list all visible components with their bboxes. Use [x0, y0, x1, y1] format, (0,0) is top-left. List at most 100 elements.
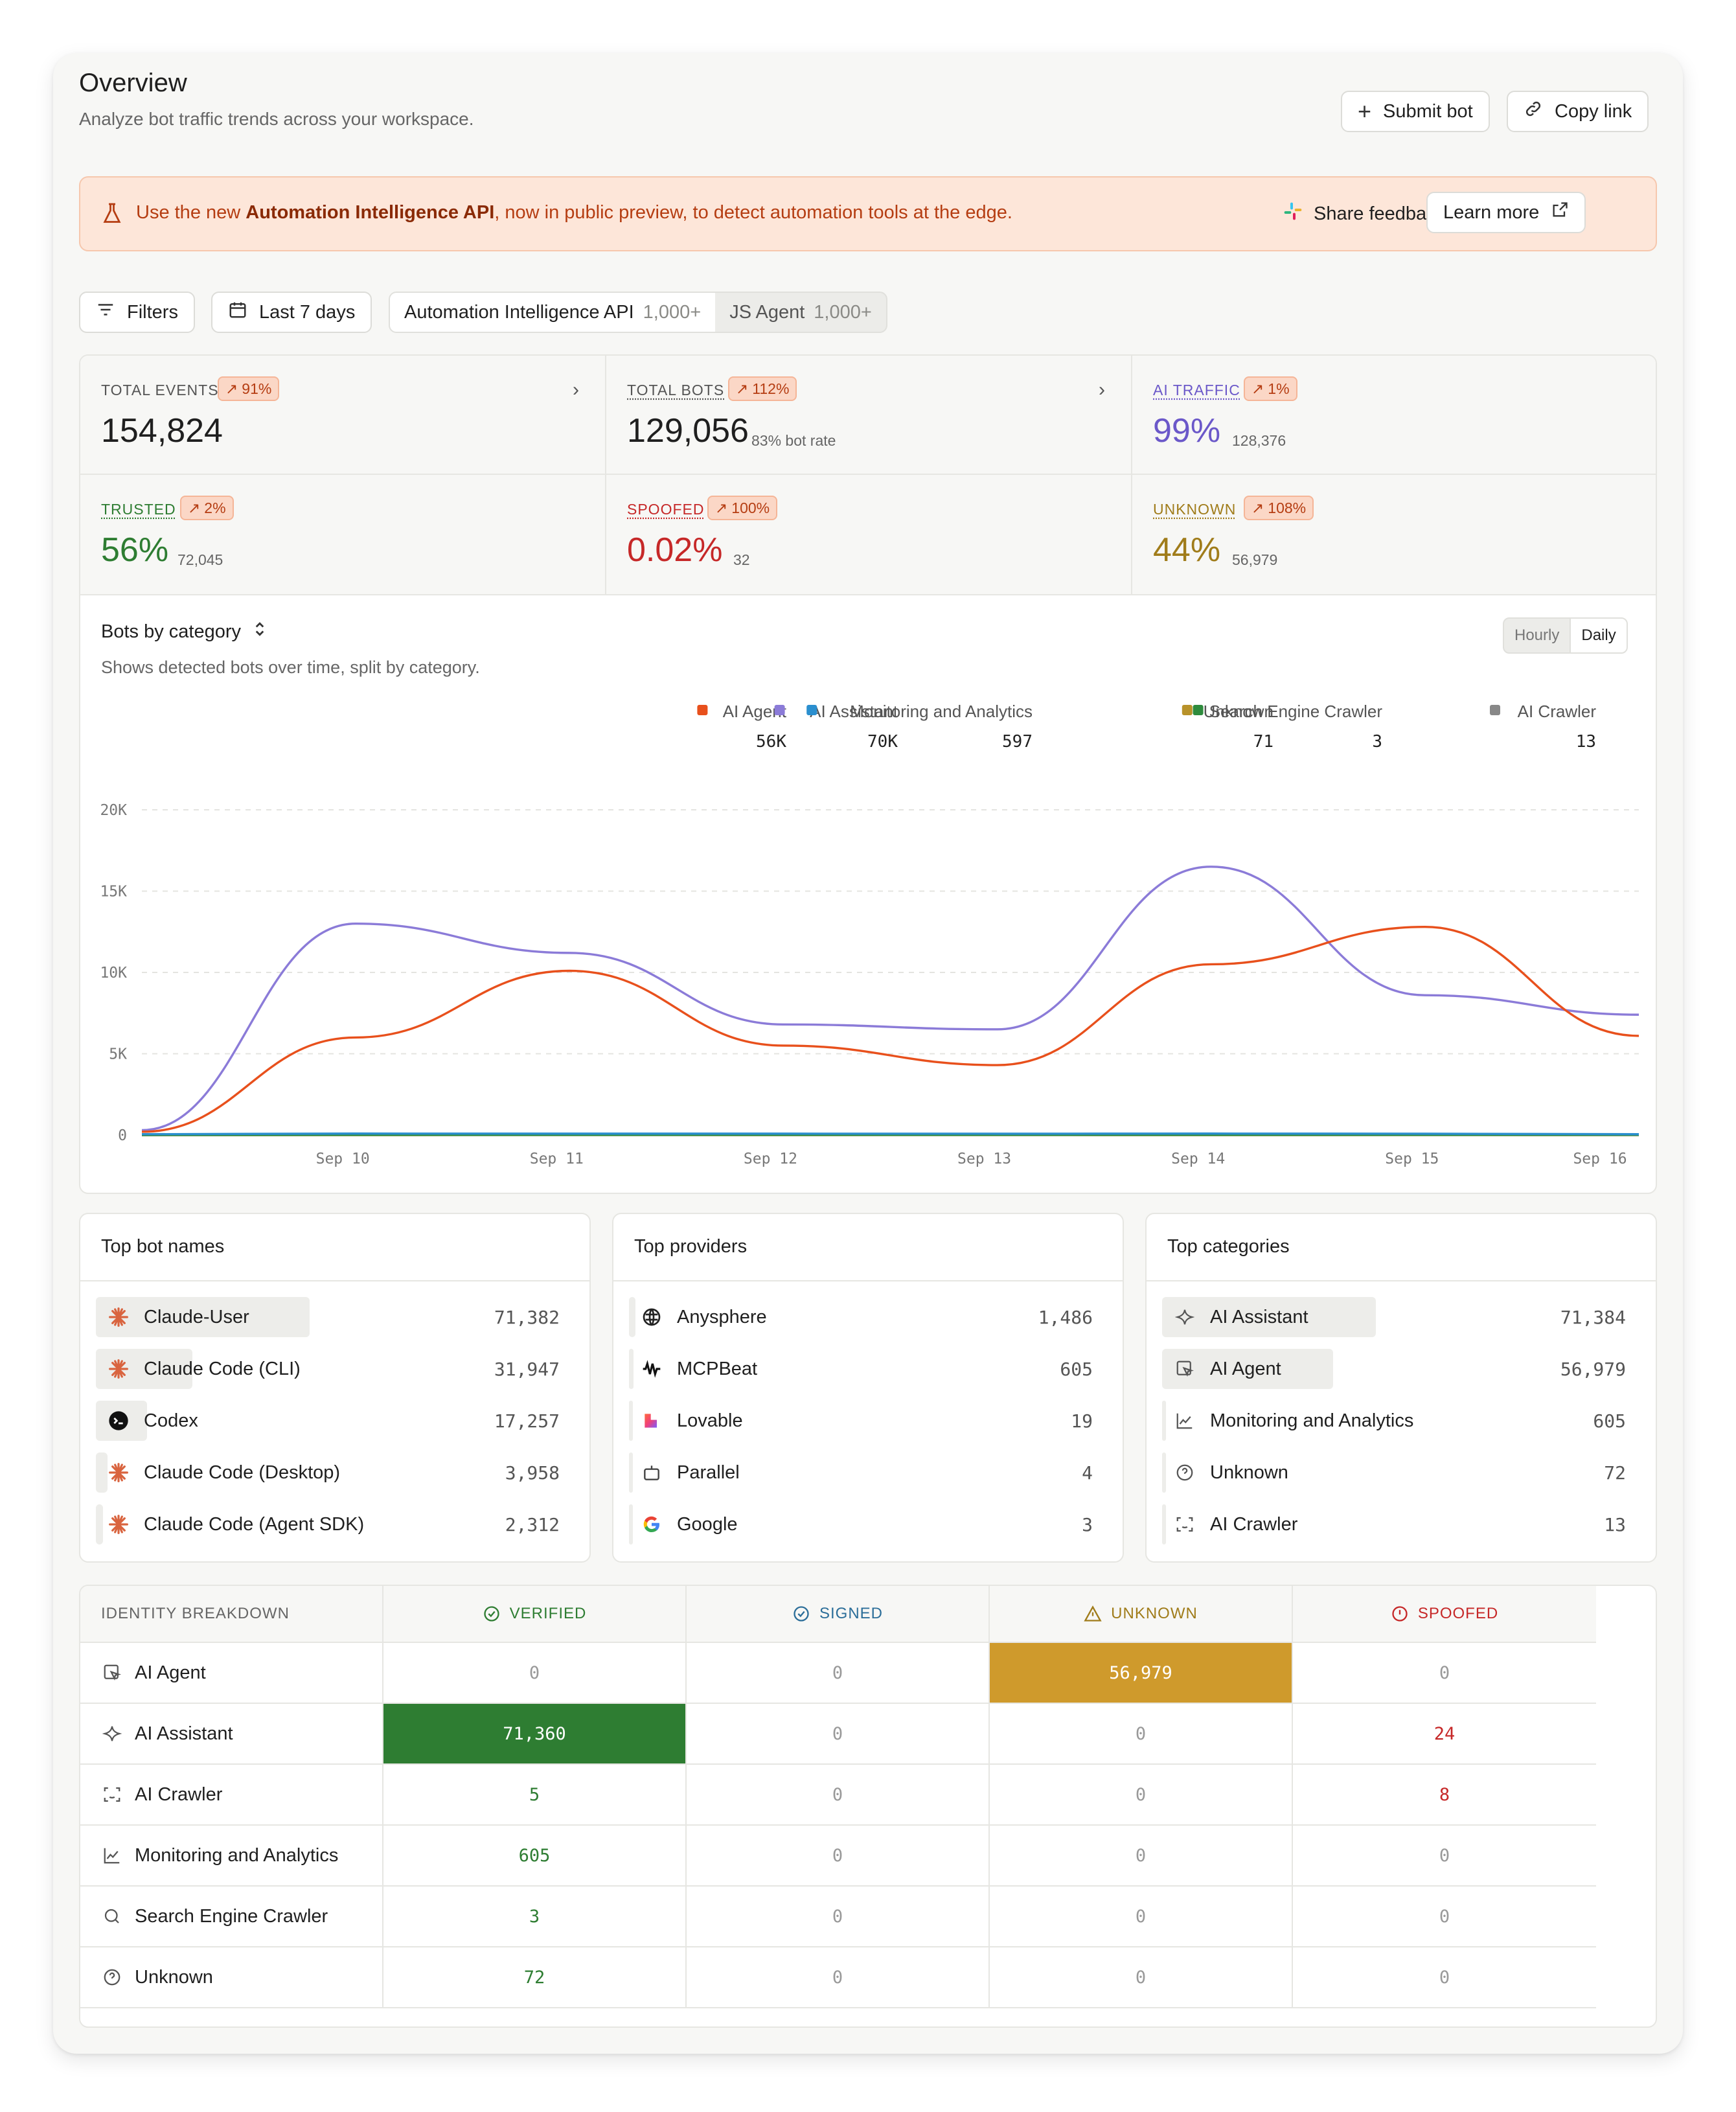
table-row-label: Unknown	[80, 1947, 383, 2008]
flask-icon	[102, 202, 122, 229]
table-cell[interactable]: 0	[687, 1704, 990, 1765]
list-item[interactable]: Anysphere 1,486	[629, 1297, 1107, 1337]
x-tick-label: Sep 11	[530, 1151, 584, 1167]
change-badge: ↗ 112%	[728, 376, 797, 401]
row-name: AI Assistant	[135, 1723, 233, 1745]
stat-total-events[interactable]: TOTAL EVENTS ↗ 91% › 154,824	[80, 356, 606, 475]
table-cell[interactable]: 71,360	[383, 1704, 687, 1765]
submit-bot-button[interactable]: + Submit bot	[1341, 91, 1490, 132]
stat-label: TRUSTED	[101, 501, 176, 518]
learn-more-button[interactable]: Learn more	[1426, 192, 1586, 233]
stat-spoofed: SPOOFED ↗ 100% 0.02% 32	[606, 475, 1132, 595]
scan-face-icon	[1174, 1513, 1196, 1535]
trend-up-icon: ↗	[188, 499, 200, 517]
y-tick-label: 20K	[100, 802, 127, 819]
item-value: 605	[1060, 1359, 1093, 1380]
panel-title: Top providers	[634, 1236, 747, 1257]
chevron-right-icon[interactable]: ›	[1099, 379, 1105, 401]
list-item[interactable]: AI Assistant 71,384	[1162, 1297, 1640, 1337]
chart-category-selector[interactable]: Bots by category	[101, 620, 267, 643]
claude-icon	[108, 1462, 130, 1484]
table-cell[interactable]: 0	[1293, 1826, 1596, 1887]
list-item[interactable]: Codex 17,257	[96, 1401, 574, 1441]
stat-label: TOTAL BOTS	[627, 382, 724, 399]
stats-chart-box: TOTAL EVENTS ↗ 91% › 154,824 TOTAL BOTS ↗…	[79, 354, 1657, 1194]
list-item[interactable]: AI Crawler 13	[1162, 1504, 1640, 1544]
table-cell[interactable]: 0	[1293, 1947, 1596, 2008]
table-cell[interactable]: 605	[383, 1826, 687, 1887]
table-cell[interactable]: 72	[383, 1947, 687, 2008]
value-bar	[96, 1452, 108, 1493]
google-icon	[641, 1513, 663, 1535]
copy-link-button[interactable]: Copy link	[1507, 91, 1649, 132]
table-header-spoofed: SPOOFED	[1293, 1586, 1596, 1643]
filter-icon	[96, 300, 115, 325]
stat-value: 0.02%	[627, 531, 722, 569]
top-bot-names-panel: Top bot names Claude-User 71,382 Claude Co…	[79, 1213, 591, 1563]
list-item[interactable]: Claude Code (CLI) 31,947	[96, 1349, 574, 1389]
table-cell[interactable]: 0	[687, 1887, 990, 1947]
chart-description: Shows detected bots over time, split by …	[101, 658, 480, 678]
table-cell[interactable]: 56,979	[990, 1643, 1293, 1704]
list-item[interactable]: Monitoring and Analytics 605	[1162, 1401, 1640, 1441]
item-name: Codex	[144, 1410, 198, 1432]
chevron-up-down-icon	[253, 620, 267, 643]
series-line-ai-assistant	[142, 867, 1639, 1131]
table-cell[interactable]: 8	[1293, 1765, 1596, 1826]
list-item[interactable]: AI Agent 56,979	[1162, 1349, 1640, 1389]
table-cell[interactable]: 0	[687, 1765, 990, 1826]
api-link[interactable]: Automation Intelligence API	[246, 202, 494, 223]
table-cell[interactable]: 0	[990, 1704, 1293, 1765]
item-value: 31,947	[494, 1359, 560, 1380]
x-tick-label: Sep 14	[1171, 1151, 1225, 1167]
banner-text: Use the new Automation Intelligence API,…	[136, 202, 1012, 224]
table-cell[interactable]: 0	[990, 1826, 1293, 1887]
sparkle-icon	[1174, 1306, 1196, 1328]
share-feedback-button[interactable]: Share feedback	[1283, 200, 1445, 228]
table-cell[interactable]: 0	[990, 1947, 1293, 2008]
trend-up-icon: ↗	[715, 499, 727, 517]
list-item[interactable]: Parallel 4	[629, 1452, 1107, 1493]
list-item[interactable]: Claude Code (Desktop) 3,958	[96, 1452, 574, 1493]
table-cell[interactable]: 0	[1293, 1643, 1596, 1704]
column-label: SIGNED	[819, 1605, 883, 1623]
table-cell[interactable]: 0	[1293, 1887, 1596, 1947]
list-item[interactable]: MCPBeat 605	[629, 1349, 1107, 1389]
item-name: AI Agent	[1210, 1359, 1281, 1380]
list-item[interactable]: Lovable 19	[629, 1401, 1107, 1441]
source-toggle: Automation Intelligence API 1,000+ JS Ag…	[389, 292, 887, 333]
table-cell[interactable]: 0	[687, 1826, 990, 1887]
stat-total-bots[interactable]: TOTAL BOTS ↗ 112% › 129,056 83% bot rate	[606, 356, 1132, 475]
legend-swatch	[1490, 705, 1500, 715]
hourly-toggle[interactable]: Hourly	[1504, 619, 1570, 652]
list-item[interactable]: Claude-User 71,382	[96, 1297, 574, 1337]
claude-icon	[108, 1306, 130, 1328]
table-cell[interactable]: 0	[990, 1887, 1293, 1947]
table-row-label: Search Engine Crawler	[80, 1887, 383, 1947]
table-cell[interactable]: 0	[383, 1643, 687, 1704]
table-cell[interactable]: 0	[687, 1643, 990, 1704]
list-item[interactable]: Google 3	[629, 1504, 1107, 1544]
table-cell[interactable]: 3	[383, 1887, 687, 1947]
legend-swatch	[806, 705, 817, 715]
link-icon	[1524, 99, 1543, 124]
date-range-button[interactable]: Last 7 days	[211, 292, 372, 333]
list-item[interactable]: Unknown 72	[1162, 1452, 1640, 1493]
source-automation-api[interactable]: Automation Intelligence API 1,000+	[390, 293, 715, 332]
table-cell[interactable]: 5	[383, 1765, 687, 1826]
source-js-agent[interactable]: JS Agent 1,000+	[715, 293, 886, 332]
page-subtitle: Analyze bot traffic trends across your w…	[79, 109, 474, 130]
list-item[interactable]: Claude Code (Agent SDK) 2,312	[96, 1504, 574, 1544]
legend-total: 71	[1253, 732, 1273, 752]
value-bar	[629, 1297, 635, 1337]
table-cell[interactable]: 24	[1293, 1704, 1596, 1765]
legend-swatch	[697, 705, 707, 715]
chevron-right-icon[interactable]: ›	[573, 379, 579, 401]
table-cell[interactable]: 0	[990, 1765, 1293, 1826]
change-badge: ↗ 1%	[1244, 376, 1297, 401]
stat-ai-traffic: AI TRAFFIC ↗ 1% 99% 128,376	[1132, 356, 1657, 475]
daily-toggle[interactable]: Daily	[1570, 619, 1626, 652]
y-tick-label: 5K	[109, 1046, 127, 1063]
table-cell[interactable]: 0	[687, 1947, 990, 2008]
filters-button[interactable]: Filters	[79, 292, 195, 333]
